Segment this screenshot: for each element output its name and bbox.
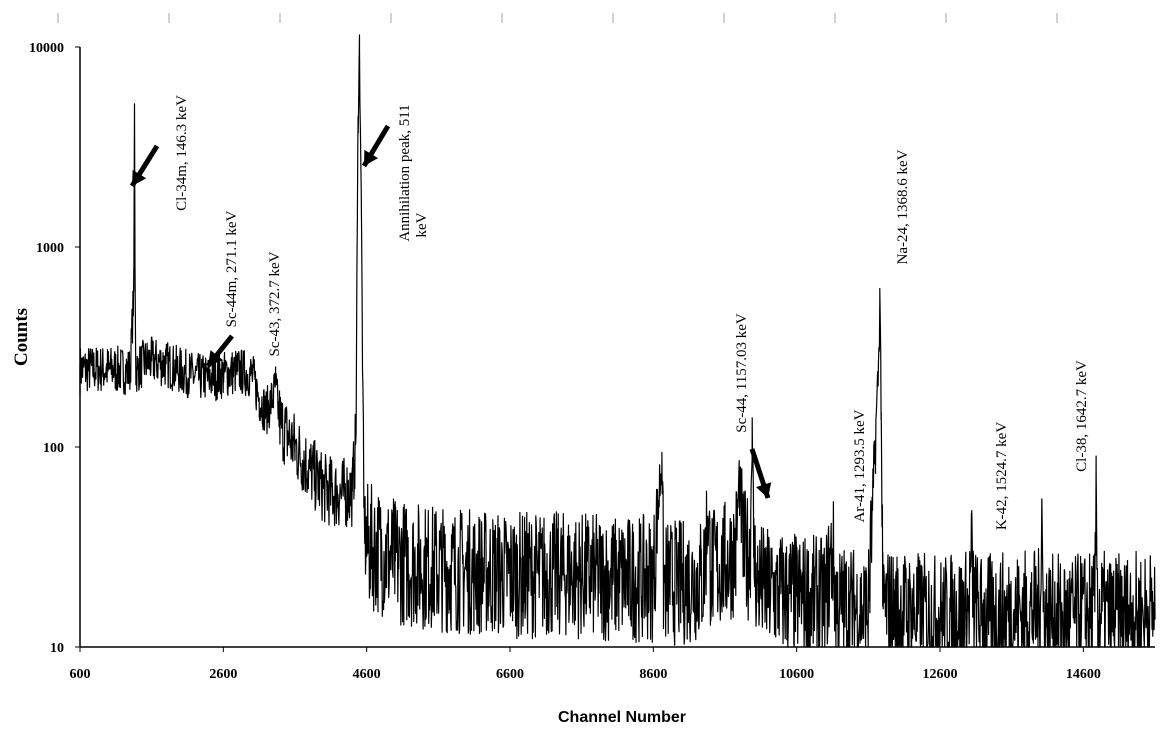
y-axis-title: Counts [11,308,32,366]
x-tick-label: 14600 [1066,667,1101,682]
peak-annotation-label: keV [414,212,430,237]
x-axis-ticks: 600 2600 4600 6600 8600 10600 12600 14600 [70,647,1101,682]
annotation-arrows [129,124,772,499]
y-tick-label: 1000 [36,241,64,256]
y-axis-ticks: 10 100 1000 10000 [29,41,80,656]
x-tick-label: 10600 [779,667,814,682]
peak-annotation-label: Sc-44m, 271.1 keV [224,211,240,328]
annotation-arrow-head [208,350,223,366]
peak-annotation-label: Sc-43, 372.7 keV [267,251,283,356]
x-tick-label: 2600 [209,667,237,682]
annotation-arrow-head [756,482,772,498]
peak-annotation-label: Ar-41, 1293.5 keV [852,409,868,522]
x-tick-label: 12600 [923,667,958,682]
peak-annotation-label: Sc-44, 1157.03 keV [734,313,750,433]
peak-annotation-label: Annihilation peak, 511 [397,104,413,241]
y-tick-label: 10 [50,641,64,656]
chart-axes [79,47,1155,648]
annotation-arrow-head [364,149,379,166]
x-axis-title: Channel Number [558,709,686,726]
peak-annotation-label: Na-24, 1368.6 keV [895,149,911,264]
x-tick-label: 6600 [496,667,524,682]
peak-annotations: Cl-34m, 146.3 keV Sc-44m, 271.1 keV Sc-43,… [174,95,1090,530]
x-tick-label: 8600 [639,667,667,682]
peak-annotation-label: K-42, 1524.7 keV [994,422,1010,530]
top-frame-ticks [57,13,1058,23]
y-tick-label: 100 [43,441,64,456]
x-tick-label: 600 [70,667,91,682]
plot-area [79,34,1156,648]
peak-annotation-label: Cl-38, 1642.7 keV [1074,360,1090,472]
x-tick-label: 4600 [353,667,381,682]
annotation-arrow-head [132,169,147,186]
y-tick-label: 10000 [29,41,64,56]
peak-annotation-label: Cl-34m, 146.3 keV [174,95,190,211]
spectrum-series-line [79,34,1156,648]
